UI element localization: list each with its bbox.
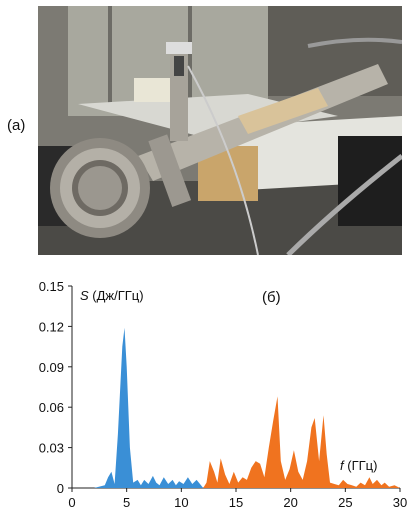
x-axis-label: f (ГГц): [340, 458, 377, 473]
x-axis-var: f: [340, 458, 345, 473]
panel-b-label: (б): [262, 289, 281, 306]
photo-illustration: [38, 6, 402, 255]
x-tick-label: 0: [68, 495, 75, 510]
series-2-area: [203, 396, 400, 488]
series-1-area: [93, 327, 204, 488]
x-axis-unit: (ГГц): [344, 458, 378, 473]
experimental-setup-photo: [38, 6, 402, 255]
y-tick-label: 0.03: [39, 441, 64, 456]
x-tick-label: 10: [174, 495, 188, 510]
y-tick-label: 0: [57, 481, 64, 496]
y-axis-unit: (Дж/ГГц): [89, 288, 144, 303]
y-axis-label: S (Дж/ГГц): [80, 288, 144, 303]
y-tick-label: 0.09: [39, 360, 64, 375]
x-tick-label: 15: [229, 495, 243, 510]
chart-ticks: 0 5 10 15 20 25 30 0 0.03 0.06 0.09 0.12 0.15: [39, 279, 408, 510]
y-tick-label: 0.06: [39, 400, 64, 415]
y-tick-label: 0.12: [39, 319, 64, 334]
x-tick-label: 20: [283, 495, 297, 510]
y-axis-var: S: [80, 288, 89, 303]
spectrum-chart: 0 5 10 15 20 25 30 0 0.03 0.06 0.09 0.12 0.15 S (Дж/…: [39, 279, 408, 510]
y-tick-label: 0.15: [39, 279, 64, 294]
panel-a-label: (а): [7, 117, 26, 134]
x-tick-label: 30: [393, 495, 407, 510]
chart-series: [93, 327, 400, 488]
x-tick-label: 5: [123, 495, 130, 510]
x-tick-label: 25: [338, 495, 352, 510]
